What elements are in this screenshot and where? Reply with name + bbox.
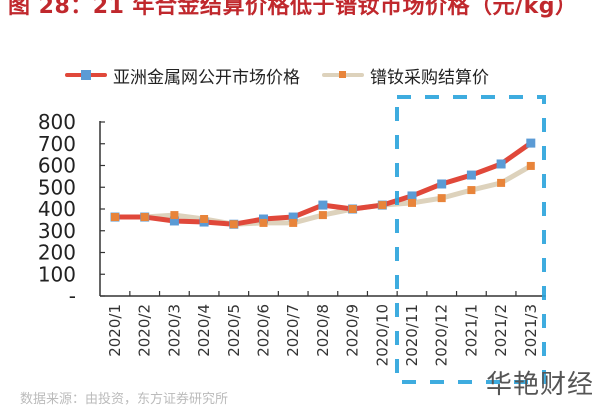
series-2-marker [289, 218, 298, 227]
y-tick-label: 500 [38, 175, 76, 199]
series-2-marker [170, 211, 179, 220]
y-tick-label: 300 [38, 219, 76, 243]
series-2-marker [318, 211, 327, 220]
series-2-marker [526, 161, 535, 170]
x-tick-label: 2020/8 [314, 304, 332, 357]
y-tick-label: 400 [38, 197, 76, 221]
legend-swatch-beige-line-icon [322, 68, 364, 82]
series-2-marker [111, 213, 119, 222]
series-2-marker [140, 213, 149, 222]
series-1-marker [318, 200, 328, 210]
series-2-marker [259, 218, 268, 227]
series-2-marker [229, 220, 238, 229]
chart-title: 图 28：21 年合金结算价格低于镨钕市场价格（元/kg） [8, 0, 578, 19]
legend-item-market-price: 亚洲金属网公开市场价格 [65, 63, 300, 88]
series-2-marker [408, 198, 416, 207]
series-1-marker [407, 191, 417, 201]
legend-label: 镨钕采购结算价 [370, 67, 489, 88]
series-2-marker [497, 178, 506, 187]
series-1-marker [437, 179, 447, 189]
x-tick-label: 2021/1 [462, 304, 480, 357]
series-1-marker [496, 159, 506, 169]
x-tick-label: 2021/3 [522, 304, 540, 357]
series-2-marker [437, 194, 446, 203]
x-tick-label: 2020/7 [284, 304, 302, 357]
y-tick-label: 100 [38, 262, 76, 286]
series-2-marker [467, 186, 476, 195]
series-1-marker [526, 138, 536, 148]
watermark: 华艳财经 [485, 370, 594, 400]
series-2-marker [200, 215, 209, 224]
x-axis: 2020/1 2020/2 2020/3 2020/4 2020/5 2020/6 2020… [100, 291, 546, 366]
y-tick-label: - [69, 284, 76, 308]
series-1-marker [288, 212, 298, 222]
series-1-marker [169, 216, 179, 226]
x-tick-label: 2020/1 [106, 304, 124, 357]
y-tick-label: 700 [38, 132, 76, 156]
y-tick-label: 600 [38, 154, 76, 178]
y-tick-label: 800 [38, 110, 76, 134]
x-tick-label: 2020/10 [373, 304, 391, 366]
legend-item-settlement-price: 镨钕采购结算价 [322, 63, 489, 88]
y-tick-label: 200 [38, 241, 76, 265]
source-note: 数据来源：由投资，东方证券研究所 [20, 392, 229, 407]
highlight-dashed-box [395, 95, 546, 384]
series-2-marker [348, 205, 357, 213]
series-lines [110, 138, 536, 229]
x-tick-label: 2020/4 [195, 304, 213, 357]
x-tick-label: 2020/9 [344, 304, 362, 357]
legend-label: 亚洲金属网公开市场价格 [113, 67, 300, 88]
x-tick-label: 2020/2 [136, 304, 154, 357]
series-2-marker [378, 201, 387, 210]
legend-swatch-red-line-icon [65, 68, 107, 82]
series-1-marker [466, 170, 476, 180]
x-tick-label: 2020/11 [403, 304, 421, 366]
legend: 亚洲金属网公开市场价格 镨钕采购结算价 [65, 63, 511, 88]
x-tick-label: 2020/5 [225, 304, 243, 357]
x-tick-label: 2021/2 [492, 304, 510, 357]
x-tick-label: 2020/6 [255, 304, 273, 357]
x-tick-label: 2020/3 [165, 304, 183, 357]
x-tick-label: 2020/12 [433, 304, 451, 366]
